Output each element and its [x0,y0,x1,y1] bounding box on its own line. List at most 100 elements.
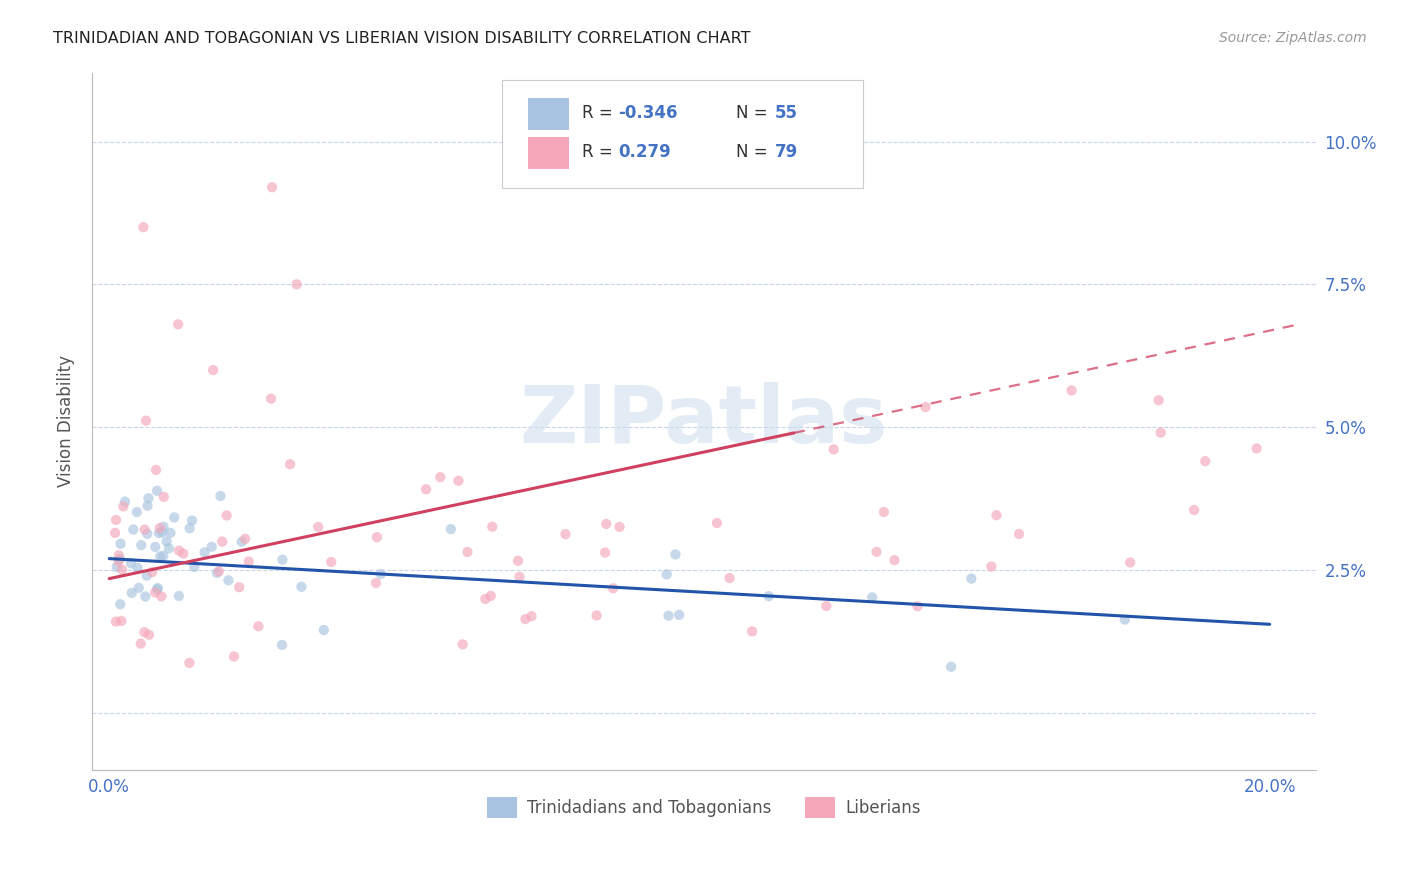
Point [108,552,131,566]
Point [290,580,312,594]
Point [456,545,478,559]
Point [134,523,156,537]
Point [231,534,253,549]
Point [149,549,172,564]
Point [593,545,616,559]
Point [193,545,215,559]
Point [215,508,238,523]
Point [609,520,631,534]
Point [114,494,136,508]
Point [481,519,503,533]
Point [271,552,294,566]
Point [134,590,156,604]
Point [146,582,169,597]
Point [506,554,529,568]
Point [152,549,174,563]
Point [111,563,134,577]
Point [146,581,169,595]
Point [150,525,173,540]
FancyBboxPatch shape [502,80,863,188]
Point [132,220,155,235]
Point [939,660,962,674]
Point [980,559,1002,574]
Point [181,514,204,528]
Text: N =: N = [735,144,773,161]
Point [211,534,233,549]
Point [815,599,838,613]
Point [129,538,152,552]
Point [429,470,451,484]
Point [179,656,201,670]
Point [146,483,169,498]
Point [104,525,127,540]
Point [110,597,132,611]
Point [110,614,132,628]
Point [152,520,174,534]
Point [1150,425,1173,440]
Point [364,576,387,591]
Point [152,490,174,504]
Point [1114,613,1136,627]
Point [149,521,172,535]
Point [159,525,181,540]
Point [150,590,173,604]
Point [127,561,149,575]
Point [134,625,156,640]
Point [122,523,145,537]
Point [415,482,437,496]
Point [1147,393,1170,408]
Point [914,400,936,414]
Point [260,392,283,406]
Text: -0.346: -0.346 [619,104,678,122]
Text: N =: N = [735,104,773,122]
Point [554,527,576,541]
Point [307,520,329,534]
Point [156,534,179,549]
Point [1060,384,1083,398]
Point [986,508,1008,523]
Point [179,521,201,535]
Point [278,457,301,471]
Point [136,526,159,541]
Point [105,513,128,527]
Point [1194,454,1216,468]
FancyBboxPatch shape [527,137,569,169]
Point [148,526,170,541]
Point [865,545,887,559]
Point [135,568,157,582]
Point [515,612,537,626]
Point [167,589,190,603]
Point [143,540,166,554]
Point [105,560,128,574]
Point [121,586,143,600]
FancyBboxPatch shape [527,98,569,130]
Point [247,619,270,633]
Point [107,548,129,562]
Point [1246,442,1268,456]
Point [233,532,256,546]
Point [960,572,983,586]
Point [129,637,152,651]
Point [668,607,690,622]
Y-axis label: Vision Disability: Vision Disability [58,356,75,488]
Point [209,489,232,503]
Text: 0.279: 0.279 [619,144,671,161]
Point [706,516,728,530]
Point [157,541,180,556]
Point [167,543,190,558]
Point [321,555,343,569]
Point [860,591,883,605]
Point [138,628,160,642]
Point [208,565,231,579]
Point [271,638,294,652]
Text: ZIPatlas: ZIPatlas [520,383,889,460]
Point [163,510,186,524]
Point [205,566,228,580]
Point [664,548,686,562]
Legend: Trinidadians and Tobagonians, Liberians: Trinidadians and Tobagonians, Liberians [481,790,927,824]
Point [125,505,148,519]
Point [120,556,142,570]
Point [657,608,679,623]
Point [1182,503,1205,517]
Point [262,180,284,194]
